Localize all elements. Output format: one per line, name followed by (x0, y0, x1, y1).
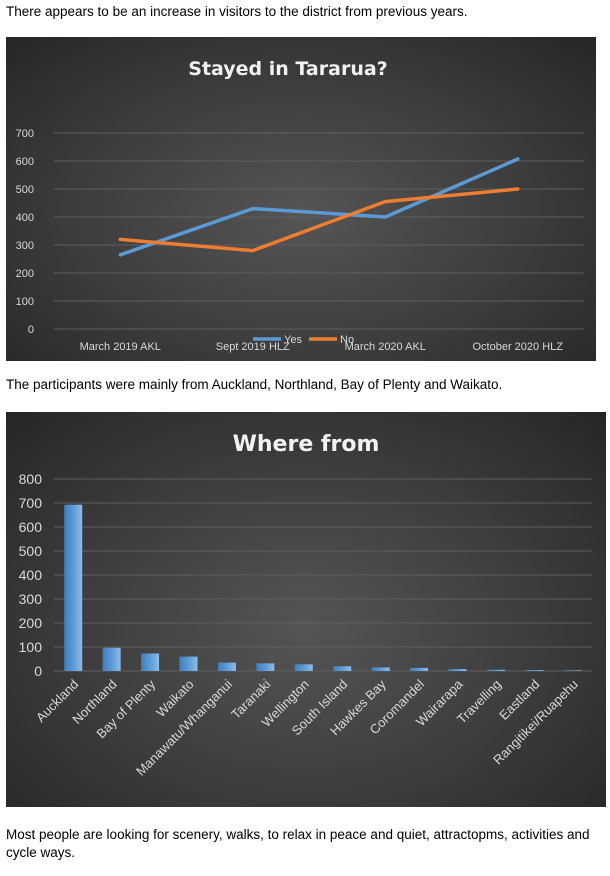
where-from-chart: Where from 0 100 200 300 400 500 600 700 800 Auckl… (6, 412, 606, 807)
bar-wairarapa (448, 669, 467, 671)
y-tick-label: 500 (16, 184, 34, 196)
bar-south-island (333, 666, 352, 671)
y-tick-label: 800 (19, 471, 43, 487)
bar-waikato (179, 656, 198, 671)
bar-wellington (294, 664, 313, 671)
series-line-no (118, 187, 520, 253)
y-tick-label: 100 (19, 639, 43, 655)
y-tick-label: 300 (19, 591, 43, 607)
series-line-yes (118, 157, 520, 257)
x-tick-label: March 2019 AKL (80, 341, 161, 353)
legend-label-no: No (340, 334, 354, 346)
bar-hawkes-bay (371, 667, 390, 671)
y-tick-label: 600 (19, 519, 43, 535)
chart-title: Stayed in Tararua? (188, 58, 387, 80)
legend-label-yes: Yes (284, 334, 302, 346)
bar-northland (102, 647, 121, 671)
y-tick-label: 200 (19, 615, 43, 631)
participants-text: The participants were mainly from Auckla… (6, 377, 503, 392)
bar-coromandel (410, 667, 429, 671)
y-tick-label: 100 (16, 296, 34, 308)
y-tick-label: 300 (16, 240, 34, 252)
y-tick-label: 500 (19, 543, 43, 559)
bar-taranaki (256, 663, 275, 671)
y-tick-label: 700 (16, 128, 34, 140)
y-tick-label: 400 (16, 212, 34, 224)
stayed-chart: Stayed in Tararua? 0 100 200 300 400 500 600 700… (6, 37, 596, 361)
stayed-chart-svg: Stayed in Tararua? 0 100 200 300 400 500 600 700… (16, 58, 584, 353)
y-tick-label: 200 (16, 268, 34, 280)
bar-travelling (486, 669, 505, 671)
y-tick-label: 700 (19, 495, 43, 511)
intro-text: There appears to be an increase in visit… (6, 4, 468, 19)
bar-manawatu-whanganui (217, 662, 236, 671)
summary-text: Most people are looking for scenery, wal… (6, 827, 590, 860)
chart-title: Where from (233, 432, 380, 457)
bar-bay-of-plenty (141, 653, 160, 671)
y-tick-label: 0 (34, 663, 42, 679)
x-tick-label: Sept 2019 HLZ (216, 341, 290, 353)
y-tick-label: 400 (19, 567, 43, 583)
x-tick-label: March 2020 AKL (345, 341, 426, 353)
bar-eastland (525, 670, 544, 671)
where-from-chart-svg: Where from0100200300400500600700800Auckl… (19, 432, 592, 779)
bar-rangitikei-ruapehu (563, 670, 582, 671)
y-tick-label: 0 (28, 324, 34, 336)
x-tick-label: October 2020 HLZ (473, 341, 564, 353)
y-tick-label: 600 (16, 156, 34, 168)
bar-auckland (64, 504, 83, 671)
